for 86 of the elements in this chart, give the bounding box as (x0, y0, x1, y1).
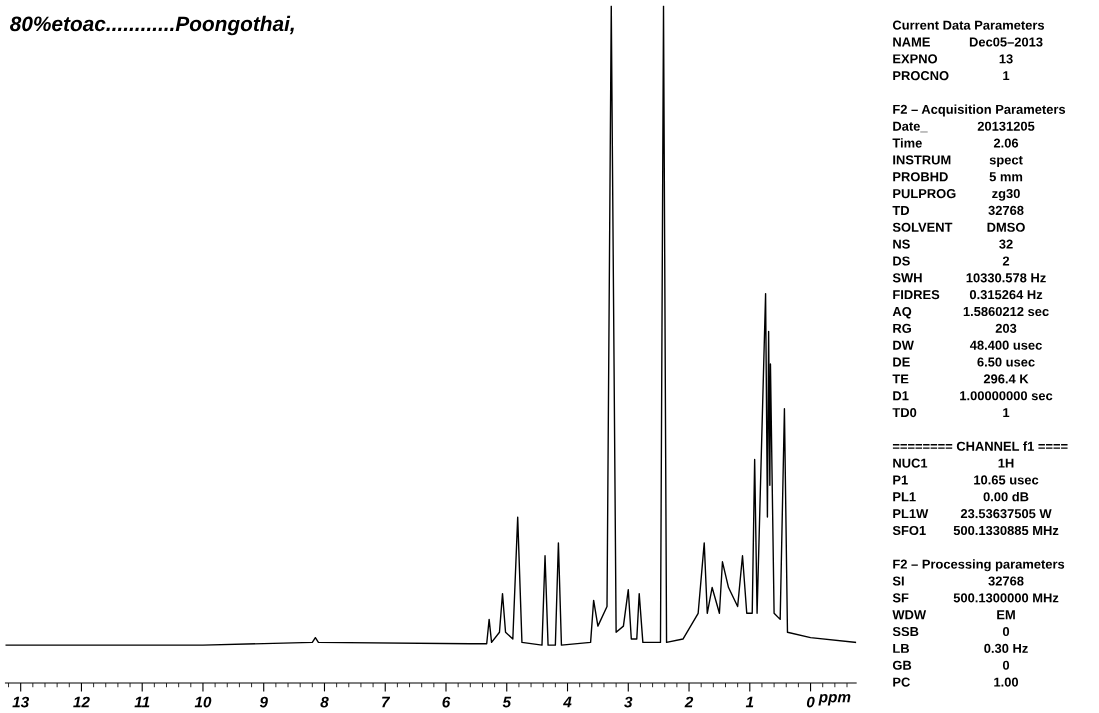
category-label: SFO1 (892, 525, 926, 536)
category-label: Date_ (893, 121, 928, 133)
category-label: SSB (892, 626, 919, 637)
text: 500.1300000 MHz (953, 593, 1059, 603)
text: spect (989, 155, 1023, 168)
text: 1.00 (994, 677, 1019, 687)
category-label: SOLVENT (892, 222, 953, 232)
category-label: ======== CHANNEL f1 ==== (892, 441, 1068, 451)
category-label: FIDRES (893, 290, 940, 300)
text: 23.53637505 W (960, 509, 1052, 519)
text: 203 (995, 323, 1017, 333)
category-label: P1 (893, 475, 908, 485)
x-tick-label: 2 (684, 696, 694, 708)
category-label: F2 – Processing parameters (893, 559, 1065, 572)
category-label: TD (892, 205, 910, 215)
text: 13 (999, 54, 1013, 64)
category-label: TE (892, 374, 909, 384)
text: 6.50 usec (977, 357, 1035, 367)
text: 32768 (988, 205, 1024, 216)
category-label: INSTRUM (893, 155, 951, 165)
category-label: PL1W (893, 509, 929, 519)
text: 1H (998, 458, 1014, 468)
category-label: DS (893, 256, 910, 266)
text: 1.5860212 sec (963, 306, 1049, 317)
text: 0 (1002, 626, 1010, 637)
category-label: EXPNO (893, 54, 938, 64)
text: 296.4 K (983, 374, 1029, 384)
text: 5 mm (989, 172, 1023, 182)
text: zg30 (992, 188, 1020, 201)
category-label: PULPROG (893, 189, 956, 199)
category-label: PL1 (893, 492, 916, 502)
category-label: DW (893, 340, 914, 350)
category-label: TD0 (892, 407, 917, 418)
x-tick-label: 5 (502, 696, 512, 708)
text: 48.400 usec (969, 340, 1042, 350)
text: 0 (1002, 660, 1010, 670)
category-label: LB (893, 643, 910, 653)
text: 1 (1003, 408, 1010, 418)
category-label: F2 – Acquisition Parameters (893, 104, 1066, 117)
text: 32 (999, 239, 1013, 249)
x-tick-label: 12 (73, 696, 90, 708)
category-label: SWH (892, 273, 922, 283)
text: 2.06 (993, 138, 1019, 148)
x-tick-label: 13 (12, 696, 30, 708)
text: 2 (1002, 256, 1010, 266)
x-tick-label: 1 (745, 696, 754, 708)
text: 0.30 Hz (984, 643, 1028, 653)
category-label: Current Data Parameters (892, 20, 1045, 30)
text: 1.00000000 sec (960, 391, 1053, 401)
category-label: PROBHD (893, 172, 948, 182)
text: 10.65 usec (974, 475, 1039, 485)
text: 32768 (988, 576, 1024, 586)
text: 0.315264 Hz (969, 290, 1043, 300)
category-label: Time (892, 138, 922, 148)
text: DMSO (987, 222, 1025, 232)
category-label: PROCNO (893, 71, 949, 81)
category-label: WDW (892, 610, 927, 620)
category-label: NUC1 (893, 458, 928, 468)
category-label: GB (892, 660, 912, 670)
category-label: AQ (892, 306, 912, 319)
x-tick-label: 3 (624, 696, 633, 708)
x-tick-label: 10 (194, 696, 212, 708)
x-tick-label: 9 (259, 696, 268, 708)
text: EM (997, 610, 1015, 620)
x-tick-label: 0 (806, 696, 815, 708)
x-tick-label: 7 (382, 696, 391, 708)
x-tick-label: 8 (320, 696, 329, 708)
category-label: NAME (893, 37, 930, 47)
category-label: NS (893, 239, 910, 249)
category-label: PC (893, 677, 910, 687)
x-tick-label: 4 (563, 696, 572, 708)
text: 20131205 (977, 121, 1035, 131)
x-tick-label: 6 (442, 696, 451, 708)
category-label: SI (892, 576, 904, 586)
text: 0.00 dB (983, 491, 1029, 502)
chart-title: 80%etoac............Poongothai, (10, 15, 294, 36)
text: 1 (1003, 71, 1010, 81)
x-axis-title: ppm (818, 694, 851, 706)
text: 500.1330885 MHz (953, 525, 1059, 536)
text: 10330.578 Hz (966, 273, 1046, 283)
category-label: DE (893, 357, 910, 367)
category-label: D1 (893, 391, 909, 401)
x-tick-label: 11 (134, 696, 150, 708)
category-label: RG (893, 323, 911, 333)
text: Dec05–2013 (969, 37, 1043, 47)
category-label: SF (892, 593, 909, 603)
